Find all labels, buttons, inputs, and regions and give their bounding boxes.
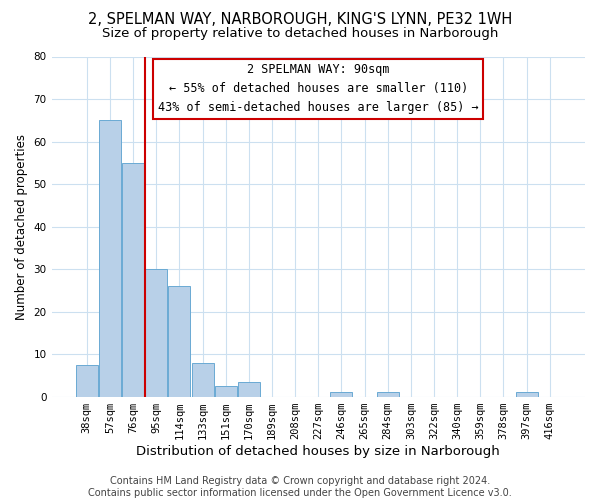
Bar bbox=[377, 392, 399, 396]
Bar bbox=[331, 392, 352, 396]
Bar bbox=[215, 386, 236, 396]
X-axis label: Distribution of detached houses by size in Narborough: Distribution of detached houses by size … bbox=[136, 444, 500, 458]
Bar bbox=[515, 392, 538, 396]
Bar bbox=[169, 286, 190, 397]
Y-axis label: Number of detached properties: Number of detached properties bbox=[15, 134, 28, 320]
Bar bbox=[99, 120, 121, 396]
Text: 2 SPELMAN WAY: 90sqm
← 55% of detached houses are smaller (110)
43% of semi-deta: 2 SPELMAN WAY: 90sqm ← 55% of detached h… bbox=[158, 64, 479, 114]
Bar bbox=[238, 382, 260, 396]
Bar bbox=[191, 362, 214, 396]
Text: Contains HM Land Registry data © Crown copyright and database right 2024.
Contai: Contains HM Land Registry data © Crown c… bbox=[88, 476, 512, 498]
Bar bbox=[122, 163, 144, 396]
Text: Size of property relative to detached houses in Narborough: Size of property relative to detached ho… bbox=[102, 26, 498, 40]
Bar bbox=[145, 269, 167, 396]
Text: 2, SPELMAN WAY, NARBOROUGH, KING'S LYNN, PE32 1WH: 2, SPELMAN WAY, NARBOROUGH, KING'S LYNN,… bbox=[88, 12, 512, 28]
Bar bbox=[76, 364, 98, 396]
